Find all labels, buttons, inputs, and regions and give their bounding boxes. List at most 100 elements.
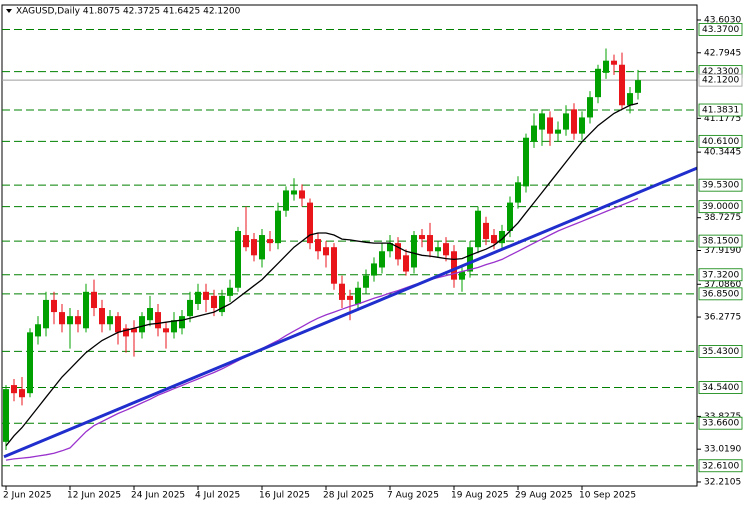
candle-body [451,251,457,280]
candle-body [19,389,25,398]
candle-body [59,312,65,325]
y-tick-label: 36.2775 [704,313,741,323]
candle-body [611,60,617,65]
trend-line [3,166,698,459]
candle-body [539,113,545,130]
candle-body [411,235,417,268]
candle-body [211,295,217,309]
candle-body [387,243,393,252]
level-label: 36.8500 [702,289,739,299]
candle-body [123,328,129,337]
y-tick-label: 33.0190 [704,445,741,455]
candle-body [435,247,441,252]
y-tick-label: 38.7275 [704,213,741,223]
candle-body [107,316,113,325]
y-tick-label: 32.2105 [704,477,741,487]
x-tick-label: 19 Aug 2025 [451,491,509,501]
candle-body [27,332,33,394]
candle-body [163,328,169,333]
level-label: 42.3300 [702,67,739,77]
candle-body [563,113,569,130]
candle-body [203,291,209,300]
x-tick-label: 24 Jun 2025 [131,491,185,501]
x-tick-label: 10 Sep 2025 [579,491,636,501]
x-tick-label: 29 Aug 2025 [515,491,573,501]
candle-body [147,308,153,321]
x-tick-label: 7 Aug 2025 [387,491,439,501]
candle-body [35,324,41,337]
level-label-box [698,268,743,282]
candle-body [571,109,577,134]
candle-body [331,247,337,284]
candle-body [171,320,177,333]
candle-body [395,243,401,260]
candle-body [403,255,409,272]
level-label-box [698,345,743,358]
level-label-box [698,381,743,394]
level-label-box [698,134,743,148]
candle-body [515,182,521,203]
candle-body [91,291,97,309]
y-tick-label: 41.1775 [704,114,741,124]
level-label: 41.3831 [702,106,739,116]
level-label: 34.5400 [702,383,739,393]
candle-body [219,295,225,313]
candle-body [339,283,345,300]
candle-body [187,299,193,317]
candle-body [227,287,233,296]
candle-body [195,291,201,304]
candle-body [307,202,313,244]
candle-body [67,316,73,325]
candle-body [259,235,265,260]
level-label-box [698,103,743,117]
candle-body [323,247,329,256]
y-tick-label: 37.0860 [704,280,741,290]
candle-body [379,251,385,268]
y-tick-label: 37.9190 [704,246,741,256]
candle-body [115,316,121,333]
plot-frame [1,4,698,487]
level-label-box [698,416,743,430]
candle-body [547,117,553,134]
candle-body [131,328,137,333]
level-label-box [698,287,743,301]
candle-body [363,275,369,288]
level-label: 37.3200 [702,270,739,280]
candle-body [459,271,465,280]
level-label: 38.1500 [702,237,739,247]
level-label-box [698,234,743,248]
price-label-box [698,73,743,87]
candle-body [555,129,561,134]
candle-body [579,117,585,134]
candle-body [267,239,273,244]
candle-body [507,202,513,231]
candle-body [419,235,425,240]
price-label: 42.1200 [702,76,739,86]
level-label-box [698,23,743,36]
candle-body [43,299,49,329]
y-tick-label: 43.6030 [704,16,741,26]
candle-body [491,235,497,244]
level-label: 43.3700 [702,25,739,35]
candle-body [251,239,257,256]
level-label: 39.0000 [702,202,739,212]
level-label-box [698,200,743,214]
title-triangle [6,9,12,13]
candle-body [595,68,601,98]
x-tick-label: 12 Jun 2025 [67,491,121,501]
candle-body [243,235,249,248]
candle-body [11,385,17,394]
x-tick-label: 2 Jun 2025 [3,491,51,501]
candle-body [51,299,57,313]
level-label: 32.6100 [702,461,739,471]
level-label: 39.5300 [702,181,739,191]
candle-body [427,235,433,252]
candle-body [347,295,353,300]
candle-body [83,291,89,329]
candle-body [155,312,161,329]
candle-body [371,263,377,276]
y-tick-label: 40.3445 [704,148,741,158]
candle-body [531,125,537,142]
